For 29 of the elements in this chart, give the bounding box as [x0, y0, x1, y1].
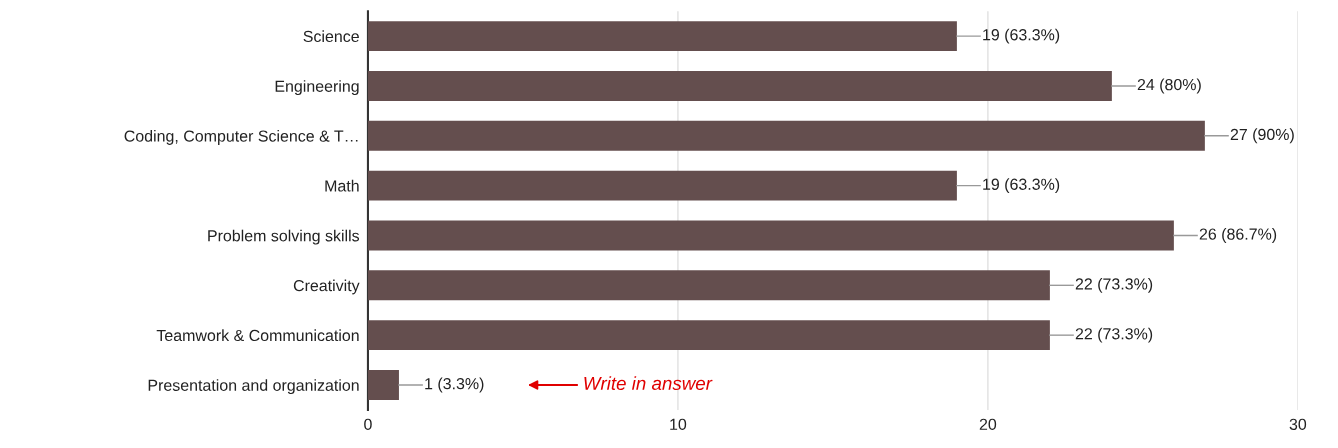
data-label: 19 (63.3%) [983, 28, 1060, 44]
x-tick-label: 0 [364, 418, 372, 430]
y-tick-label: Engineering [275, 80, 359, 96]
data-label: 22 (73.3%) [1075, 327, 1153, 343]
x-tick-label: 30 [1289, 418, 1307, 430]
bar [367, 220, 1174, 251]
y-tick-label: Coding, Computer Science & T… [124, 130, 358, 145]
y-tick-label: Problem solving skills [208, 229, 360, 245]
bar [367, 370, 399, 400]
data-label: 1 (3.3%) [425, 377, 484, 393]
data-label: 26 (86.7%) [1199, 228, 1277, 243]
bar [367, 270, 1050, 301]
y-tick-label: Creativity [293, 279, 360, 295]
data-label: 19 (63.3%) [983, 178, 1060, 194]
bar [367, 170, 957, 201]
data-label: 24 (80%) [1137, 78, 1201, 94]
y-tick-label: Presentation and organization [148, 379, 359, 395]
y-tick-label: Math [325, 179, 359, 192]
data-label: 27 (90%) [1230, 128, 1294, 144]
bar [367, 120, 1205, 151]
bar [367, 320, 1050, 351]
annotation: Write in answer [584, 376, 713, 391]
y-tick-label: Teamwork & Communication [156, 329, 359, 342]
data-label: 22 (73.3%) [1075, 277, 1153, 293]
x-tick-label: 20 [979, 418, 997, 430]
x-tick-label: 10 [670, 418, 687, 430]
bar [367, 71, 1112, 101]
y-tick-label: Science [303, 30, 359, 43]
bar [367, 21, 957, 52]
